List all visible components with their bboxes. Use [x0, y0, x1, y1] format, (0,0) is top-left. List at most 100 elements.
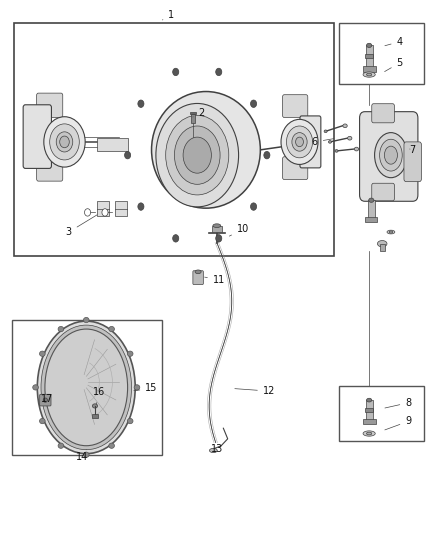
Ellipse shape — [109, 326, 114, 332]
Text: 13: 13 — [211, 445, 223, 455]
Ellipse shape — [92, 404, 98, 408]
Ellipse shape — [127, 351, 133, 357]
Ellipse shape — [45, 329, 127, 446]
Ellipse shape — [213, 224, 221, 228]
Ellipse shape — [49, 124, 79, 160]
FancyBboxPatch shape — [404, 142, 421, 182]
Ellipse shape — [33, 385, 39, 390]
Bar — [14, 22, 334, 256]
Ellipse shape — [152, 92, 260, 208]
Bar — [365, 408, 373, 412]
FancyBboxPatch shape — [23, 105, 51, 168]
Text: 11: 11 — [205, 274, 225, 285]
FancyBboxPatch shape — [37, 157, 63, 181]
Bar — [380, 244, 385, 251]
Ellipse shape — [174, 126, 220, 184]
Ellipse shape — [389, 231, 392, 233]
Ellipse shape — [44, 117, 85, 167]
Ellipse shape — [39, 351, 45, 357]
Text: 5: 5 — [385, 58, 403, 71]
Circle shape — [173, 68, 179, 76]
Ellipse shape — [39, 418, 45, 424]
Text: 10: 10 — [230, 224, 249, 236]
Ellipse shape — [328, 141, 332, 143]
Bar — [365, 217, 378, 222]
Bar — [12, 319, 162, 455]
Bar — [363, 419, 376, 424]
Text: 6: 6 — [312, 137, 334, 147]
Bar — [191, 114, 194, 123]
FancyBboxPatch shape — [360, 112, 418, 201]
Circle shape — [251, 100, 257, 108]
Ellipse shape — [348, 136, 352, 140]
Ellipse shape — [286, 126, 313, 158]
Ellipse shape — [58, 326, 64, 332]
Ellipse shape — [335, 150, 338, 152]
Ellipse shape — [195, 270, 201, 273]
Text: 14: 14 — [76, 449, 88, 463]
Ellipse shape — [343, 124, 347, 128]
Ellipse shape — [156, 103, 239, 207]
Ellipse shape — [41, 325, 131, 450]
Ellipse shape — [363, 72, 375, 77]
Circle shape — [173, 235, 179, 242]
FancyBboxPatch shape — [37, 93, 63, 117]
Text: 12: 12 — [235, 386, 275, 396]
Bar — [339, 386, 424, 441]
Ellipse shape — [83, 317, 89, 322]
Ellipse shape — [37, 321, 135, 454]
Ellipse shape — [127, 418, 133, 424]
Bar — [365, 54, 373, 58]
Bar — [368, 200, 375, 219]
Circle shape — [264, 151, 270, 159]
Ellipse shape — [183, 137, 212, 173]
Circle shape — [251, 203, 257, 211]
Ellipse shape — [83, 452, 89, 457]
Ellipse shape — [367, 398, 372, 402]
Text: 16: 16 — [93, 387, 106, 405]
Circle shape — [215, 68, 222, 76]
Bar — [212, 225, 222, 232]
FancyBboxPatch shape — [283, 157, 308, 180]
Text: 8: 8 — [385, 398, 411, 408]
Ellipse shape — [292, 133, 307, 151]
FancyBboxPatch shape — [283, 95, 308, 117]
Ellipse shape — [109, 443, 114, 448]
Bar — [97, 201, 110, 216]
Text: 9: 9 — [385, 416, 411, 430]
Ellipse shape — [134, 385, 140, 390]
Ellipse shape — [378, 240, 387, 247]
Text: 15: 15 — [134, 383, 158, 393]
Bar — [115, 201, 127, 216]
Ellipse shape — [56, 132, 73, 152]
Bar — [363, 66, 376, 72]
FancyBboxPatch shape — [300, 116, 321, 168]
Circle shape — [138, 203, 144, 211]
Ellipse shape — [367, 432, 372, 435]
Ellipse shape — [324, 130, 327, 133]
Ellipse shape — [385, 146, 397, 164]
Ellipse shape — [58, 443, 64, 448]
Circle shape — [85, 209, 91, 216]
Ellipse shape — [380, 139, 402, 171]
Bar — [366, 45, 373, 68]
FancyBboxPatch shape — [372, 183, 394, 201]
Ellipse shape — [281, 119, 318, 165]
Ellipse shape — [374, 133, 407, 177]
Bar — [97, 138, 127, 151]
Text: 4: 4 — [385, 37, 403, 47]
Circle shape — [102, 209, 108, 216]
Text: 2: 2 — [193, 108, 205, 118]
FancyBboxPatch shape — [40, 394, 51, 406]
Ellipse shape — [209, 448, 217, 453]
Ellipse shape — [369, 198, 374, 203]
Circle shape — [215, 235, 222, 242]
Ellipse shape — [60, 136, 69, 148]
Ellipse shape — [43, 398, 47, 402]
Text: 17: 17 — [41, 394, 53, 404]
FancyBboxPatch shape — [193, 271, 203, 285]
Text: 3: 3 — [66, 215, 97, 237]
Bar — [339, 22, 424, 84]
Circle shape — [124, 151, 131, 159]
Ellipse shape — [166, 115, 229, 195]
